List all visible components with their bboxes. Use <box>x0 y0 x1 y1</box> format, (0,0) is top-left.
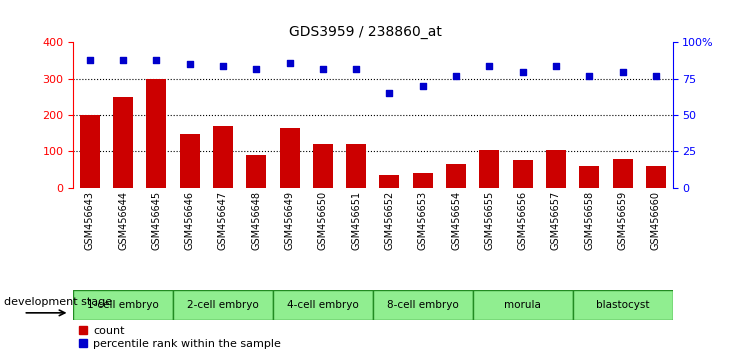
Bar <box>273 290 373 320</box>
Text: blastocyst: blastocyst <box>596 300 649 310</box>
Text: GSM456646: GSM456646 <box>185 191 194 250</box>
Bar <box>480 149 499 188</box>
Point <box>583 73 595 79</box>
Bar <box>173 290 273 320</box>
Bar <box>180 134 200 188</box>
Text: GSM456643: GSM456643 <box>85 191 95 250</box>
Point <box>617 69 629 74</box>
Point <box>84 57 96 63</box>
Point <box>417 83 428 89</box>
Bar <box>146 79 167 188</box>
Text: GSM456649: GSM456649 <box>284 191 295 250</box>
Bar <box>313 144 333 188</box>
Bar <box>346 144 366 188</box>
Bar <box>379 175 399 188</box>
Bar <box>73 290 173 320</box>
Bar <box>579 166 599 188</box>
Text: GSM456659: GSM456659 <box>618 191 628 250</box>
Text: GSM456652: GSM456652 <box>385 191 395 250</box>
Text: GSM456657: GSM456657 <box>551 191 561 250</box>
Point <box>650 73 662 79</box>
Point <box>550 63 562 69</box>
Text: 1-cell embryo: 1-cell embryo <box>87 300 159 310</box>
Point <box>183 62 195 67</box>
Point <box>151 57 162 63</box>
Bar <box>646 166 666 188</box>
Text: morula: morula <box>504 300 541 310</box>
Text: GSM456655: GSM456655 <box>485 191 494 250</box>
Bar <box>473 290 572 320</box>
Point <box>350 66 362 72</box>
Text: GSM456654: GSM456654 <box>451 191 461 250</box>
Bar <box>213 126 233 188</box>
Text: GSM456647: GSM456647 <box>218 191 228 250</box>
Bar <box>413 173 433 188</box>
Point <box>450 73 462 79</box>
Point <box>217 63 229 69</box>
Point <box>284 60 295 65</box>
Point <box>251 66 262 72</box>
Bar <box>80 115 99 188</box>
Bar <box>512 160 533 188</box>
Bar <box>446 164 466 188</box>
Text: 8-cell embryo: 8-cell embryo <box>387 300 458 310</box>
Text: GSM456645: GSM456645 <box>151 191 162 250</box>
Text: 4-cell embryo: 4-cell embryo <box>287 300 359 310</box>
Text: GSM456660: GSM456660 <box>651 191 661 250</box>
Text: GSM456644: GSM456644 <box>118 191 128 250</box>
Text: development stage: development stage <box>4 297 112 307</box>
Point <box>517 69 529 74</box>
Text: 2-cell embryo: 2-cell embryo <box>187 300 259 310</box>
Text: GSM456658: GSM456658 <box>584 191 594 250</box>
Text: GSM456650: GSM456650 <box>318 191 328 250</box>
Text: GSM456651: GSM456651 <box>351 191 361 250</box>
Point <box>384 90 395 96</box>
Legend: count, percentile rank within the sample: count, percentile rank within the sample <box>79 326 281 349</box>
Text: GSM456648: GSM456648 <box>251 191 261 250</box>
Bar <box>546 150 566 188</box>
Text: GSM456653: GSM456653 <box>417 191 428 250</box>
Bar <box>572 290 673 320</box>
Bar <box>113 97 133 188</box>
Point <box>117 57 129 63</box>
Bar <box>246 155 266 188</box>
Point <box>483 63 495 69</box>
Text: GSM456656: GSM456656 <box>518 191 528 250</box>
Point <box>317 66 329 72</box>
Bar <box>279 128 300 188</box>
Bar <box>373 290 473 320</box>
Text: GDS3959 / 238860_at: GDS3959 / 238860_at <box>289 25 442 39</box>
Bar <box>613 159 632 188</box>
